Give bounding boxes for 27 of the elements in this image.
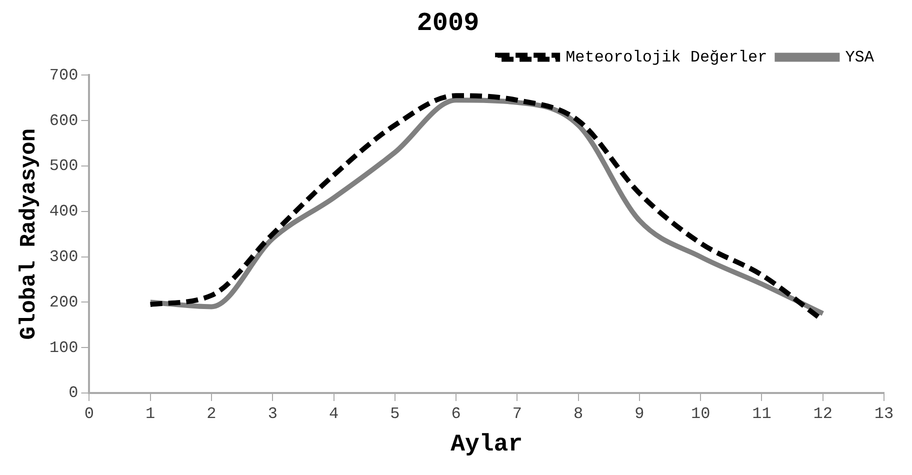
y-tick-label: 600 xyxy=(49,112,78,130)
x-tick-label: 0 xyxy=(84,404,94,423)
x-tick-label: 9 xyxy=(634,404,644,423)
x-tick-label: 3 xyxy=(268,404,278,423)
y-tick-label: 200 xyxy=(49,293,78,312)
x-axis-title: Aylar xyxy=(450,432,523,459)
x-tick-label: 1 xyxy=(146,404,156,423)
x-tick-label: 5 xyxy=(390,404,400,423)
y-tick-label: 400 xyxy=(49,202,78,221)
x-tick-label: 11 xyxy=(752,404,772,423)
y-tick-label: 100 xyxy=(49,338,78,357)
x-tick-label: 8 xyxy=(574,404,584,423)
y-tick-label: 500 xyxy=(49,157,78,176)
y-tick-label: 0 xyxy=(68,384,78,402)
legend-label: YSA xyxy=(845,48,874,66)
x-tick-label: 2 xyxy=(206,404,216,423)
x-tick-label: 12 xyxy=(813,404,832,423)
chart-title: 2009 xyxy=(416,8,480,38)
x-tick-label: 6 xyxy=(451,404,461,423)
y-tick-label: 300 xyxy=(49,248,78,266)
x-tick-label: 13 xyxy=(874,404,894,423)
x-tick-label: 4 xyxy=(328,404,339,423)
x-tick-label: 10 xyxy=(690,404,710,423)
legend-label: Meteorolojik Değerler xyxy=(566,48,768,66)
y-tick-label: 700 xyxy=(49,66,78,84)
y-axis-title: Global Radyasyon xyxy=(16,128,42,340)
x-tick-label: 7 xyxy=(512,404,522,423)
